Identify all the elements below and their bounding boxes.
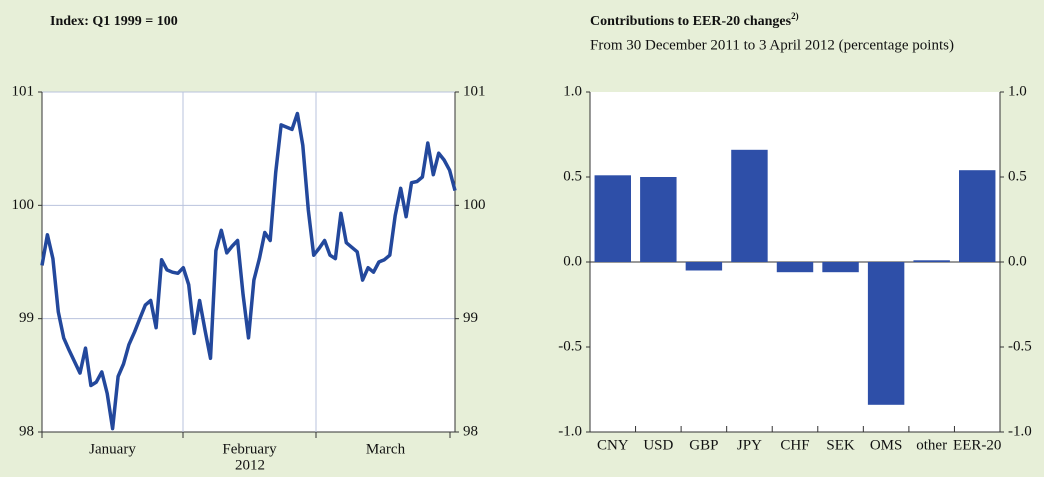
y-tick-label: 0.5: [563, 168, 582, 184]
y-tick-label: 1.0: [563, 83, 582, 99]
x-tick-label: OMS: [870, 437, 903, 453]
x-tick-label: January: [89, 441, 136, 457]
bar: [913, 260, 950, 262]
y2-tick-label: 98: [463, 423, 478, 439]
y-tick-label: 98: [19, 423, 34, 439]
bar: [822, 262, 859, 273]
y2-tick-label: 99: [463, 310, 478, 326]
y2-tick-label: 100: [463, 197, 486, 213]
x-tick-label: March: [366, 441, 406, 457]
bar: [959, 170, 996, 262]
title-note: 2): [791, 11, 799, 21]
chart-title: Contributions to EER-20 changes2): [590, 11, 799, 29]
x-tick-label: GBP: [689, 437, 718, 453]
y-tick-label: -0.5: [558, 338, 582, 354]
bar: [731, 149, 768, 262]
x-axis-label: 2012: [235, 457, 265, 473]
bar: [685, 262, 723, 271]
line-series: [40, 111, 457, 431]
x-tick-label: February: [222, 441, 277, 457]
y-tick-label: -1.0: [558, 423, 582, 439]
y-tick-label: 0.0: [563, 253, 582, 269]
plot-area: [42, 92, 455, 432]
x-tick-label: CHF: [780, 437, 809, 453]
bar: [640, 177, 677, 262]
x-tick-label: other: [916, 437, 947, 453]
y-tick-label: 100: [12, 197, 35, 213]
y2-tick-label: 1.0: [1008, 83, 1027, 99]
y2-tick-label: 0.5: [1008, 168, 1027, 184]
x-tick-label: CNY: [597, 437, 629, 453]
y2-tick-label: 101: [463, 83, 486, 99]
bar: [867, 262, 905, 405]
y-tick-label: 99: [19, 310, 34, 326]
x-tick-label: JPY: [737, 437, 762, 453]
title-text: Contributions to EER-20 changes: [590, 14, 792, 29]
bar: [594, 175, 631, 262]
bar: [776, 262, 814, 273]
y2-tick-label: -0.5: [1008, 338, 1032, 354]
x-tick-label: USD: [643, 437, 673, 453]
x-tick-label: EER-20: [953, 437, 1001, 453]
chart-title: Index: Q1 1999 = 100: [50, 14, 178, 29]
y-tick-label: 101: [12, 83, 35, 99]
y2-tick-label: -1.0: [1008, 423, 1032, 439]
x-tick-label: SEK: [826, 437, 855, 453]
chart-subtitle: From 30 December 2011 to 3 April 2012 (p…: [590, 37, 954, 53]
y2-tick-label: 0.0: [1008, 253, 1027, 269]
